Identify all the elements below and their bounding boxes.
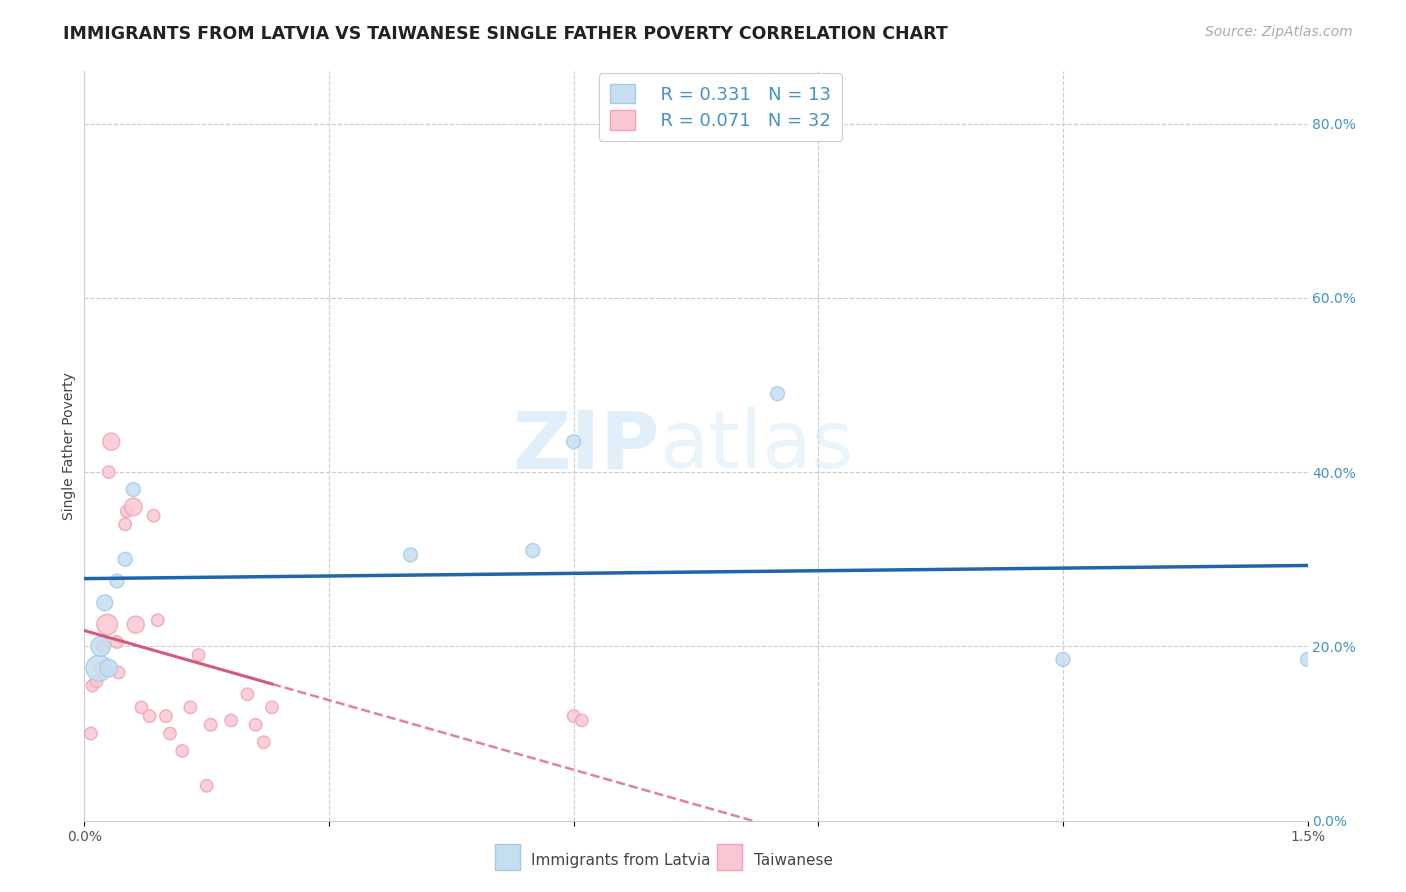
Point: [172, 744, 194, 758]
Point: [159, 726, 181, 740]
Point: [90, 640, 112, 654]
Point: [93, 596, 117, 610]
Point: [131, 700, 153, 714]
Point: [179, 700, 201, 714]
Point: [122, 500, 145, 514]
Point: [155, 709, 177, 723]
Point: [80, 726, 103, 740]
Text: ZIP: ZIP: [512, 407, 659, 485]
Point: [200, 718, 222, 732]
Point: [105, 574, 128, 588]
Point: [105, 635, 128, 649]
Text: IMMIGRANTS FROM LATVIA VS TAIWANESE SINGLE FATHER POVERTY CORRELATION CHART: IMMIGRANTS FROM LATVIA VS TAIWANESE SING…: [63, 25, 948, 43]
Point: [766, 386, 789, 401]
Point: [260, 700, 283, 714]
Point: [219, 714, 242, 728]
Text: Immigrants from Latvia: Immigrants from Latvia: [531, 854, 711, 868]
Point: [90, 661, 112, 675]
Point: [114, 517, 136, 532]
Point: [142, 508, 165, 523]
Point: [138, 709, 160, 723]
Point: [253, 735, 276, 749]
Y-axis label: Single Father Poverty: Single Father Poverty: [62, 372, 76, 520]
Point: [100, 434, 122, 449]
Point: [1296, 652, 1319, 666]
Point: [114, 552, 136, 566]
Point: [107, 665, 129, 680]
Text: Source: ZipAtlas.com: Source: ZipAtlas.com: [1205, 25, 1353, 39]
Point: [125, 617, 148, 632]
Point: [236, 687, 259, 701]
Legend:   R = 0.331   N = 13,   R = 0.071   N = 32: R = 0.331 N = 13, R = 0.071 N = 32: [599, 73, 842, 141]
Point: [91, 640, 114, 654]
Point: [562, 434, 585, 449]
Text: atlas: atlas: [659, 407, 853, 485]
Point: [1052, 652, 1074, 666]
Point: [87, 661, 110, 675]
Point: [562, 709, 585, 723]
Point: [115, 504, 138, 518]
Point: [122, 483, 145, 497]
Point: [96, 617, 118, 632]
Point: [522, 543, 544, 558]
Point: [245, 718, 267, 732]
Point: [187, 648, 209, 662]
Point: [97, 661, 120, 675]
Point: [146, 613, 169, 627]
Text: Taiwanese: Taiwanese: [754, 854, 832, 868]
Point: [195, 779, 218, 793]
Point: [97, 465, 120, 479]
Point: [82, 679, 104, 693]
Point: [571, 714, 593, 728]
Point: [86, 674, 108, 689]
Point: [399, 548, 422, 562]
